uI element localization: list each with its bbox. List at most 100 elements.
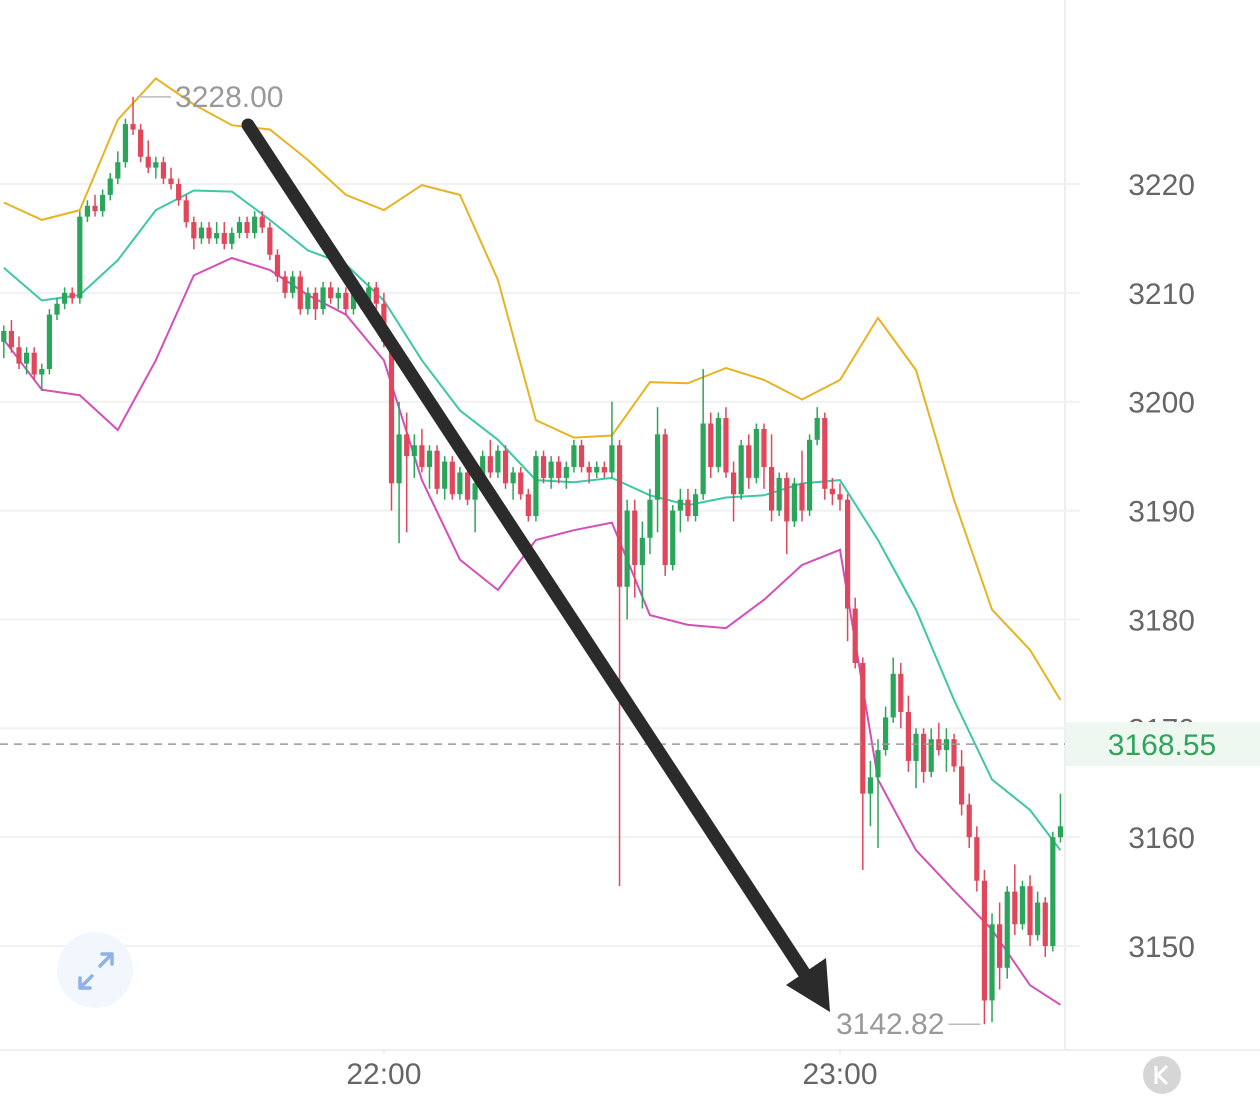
candle-body	[487, 456, 493, 473]
candle-body	[62, 292, 68, 304]
candle-body	[1012, 891, 1018, 925]
candle-body	[16, 347, 22, 364]
candle-body	[191, 222, 197, 239]
candle-body	[335, 292, 341, 299]
candle-body	[1035, 902, 1041, 936]
last-price-label: 3168.55	[1108, 729, 1216, 762]
candle-body	[715, 418, 721, 468]
candle-body	[198, 227, 205, 239]
candle-body	[738, 445, 744, 495]
candle-body	[601, 467, 607, 473]
candle-body	[464, 472, 471, 500]
candle-body	[373, 287, 379, 304]
candle-body	[183, 200, 189, 223]
candle-body	[214, 232, 220, 239]
candle-body	[434, 450, 440, 489]
candle-body	[24, 352, 30, 364]
candle-body	[974, 837, 980, 881]
candle-body	[959, 766, 965, 805]
candle-body	[799, 483, 805, 511]
candle-body	[411, 445, 417, 457]
k-button-bg[interactable]	[1143, 1056, 1181, 1094]
candle-body	[396, 434, 402, 484]
candle-body	[1027, 886, 1033, 936]
candle-body	[229, 232, 235, 244]
k-icon[interactable]	[1154, 1064, 1169, 1086]
y-tick-label: 3180	[1128, 604, 1195, 637]
candle-body	[548, 461, 554, 478]
candle-body	[860, 662, 866, 794]
low-marker-label: 3142.82	[836, 1008, 944, 1041]
candle-body	[776, 477, 782, 511]
candle-body	[533, 456, 539, 517]
candle-body	[989, 924, 995, 1001]
candle-body	[442, 461, 448, 489]
candle-body	[39, 369, 45, 375]
candle-body	[746, 445, 752, 478]
candle-body	[890, 673, 896, 718]
candle-body	[1042, 902, 1048, 947]
candle-body	[1019, 886, 1026, 925]
candle-body	[54, 303, 60, 315]
expand-bg[interactable]	[57, 932, 133, 1008]
candle-body	[138, 129, 144, 157]
candle-body	[905, 711, 912, 761]
candle-body	[84, 205, 91, 217]
candle-body	[1004, 891, 1010, 968]
candle-body	[784, 477, 790, 522]
candle-body	[510, 472, 516, 484]
candle-body	[259, 216, 265, 228]
candle-body	[540, 456, 547, 478]
candle-body	[8, 330, 15, 348]
candle-body	[69, 292, 75, 299]
candle-body	[662, 434, 668, 566]
candle-body	[829, 488, 835, 495]
candle-body	[252, 216, 258, 233]
last-price-box	[1066, 722, 1260, 767]
candle-body	[320, 287, 326, 310]
candle-body	[457, 472, 463, 495]
candle-body	[814, 418, 820, 440]
candle-body	[472, 483, 478, 500]
candle-body	[670, 510, 676, 566]
candle-body	[145, 156, 151, 168]
candle-body	[647, 499, 653, 538]
candle-body	[761, 428, 767, 468]
candle-body	[31, 352, 37, 375]
candle-body	[305, 292, 311, 310]
candle-body	[312, 292, 319, 310]
candle-body	[92, 205, 98, 212]
candle-body	[366, 287, 372, 304]
y-tick-label: 3160	[1128, 822, 1195, 855]
k-button[interactable]	[1143, 1056, 1181, 1094]
candle-body	[928, 739, 934, 772]
candle-body	[274, 254, 281, 277]
candle-body	[122, 124, 129, 163]
candle-body	[981, 880, 988, 1001]
candle-body	[525, 494, 531, 517]
candle-body	[328, 287, 334, 299]
candle-body	[449, 461, 455, 495]
y-tick-label: 3150	[1128, 931, 1195, 964]
candle-body	[723, 418, 729, 473]
candle-body	[46, 314, 53, 370]
candle-body	[282, 276, 288, 293]
candle-body	[943, 739, 950, 751]
candle-body	[404, 434, 410, 457]
candle-body	[852, 608, 858, 663]
band-line	[3, 256, 1061, 1006]
high-marker-label: 3228.00	[175, 81, 283, 114]
candle-body	[168, 178, 174, 184]
candle-body	[502, 450, 509, 484]
candle-body	[730, 472, 737, 495]
candle-body	[388, 341, 395, 484]
candle-body	[115, 162, 121, 179]
expand-icon[interactable]	[78, 952, 114, 990]
candle-body	[343, 292, 349, 310]
expand-button[interactable]	[57, 932, 133, 1008]
candle-body	[100, 194, 106, 212]
candle-body	[624, 510, 630, 587]
y-tick-label: 3220	[1128, 169, 1195, 202]
